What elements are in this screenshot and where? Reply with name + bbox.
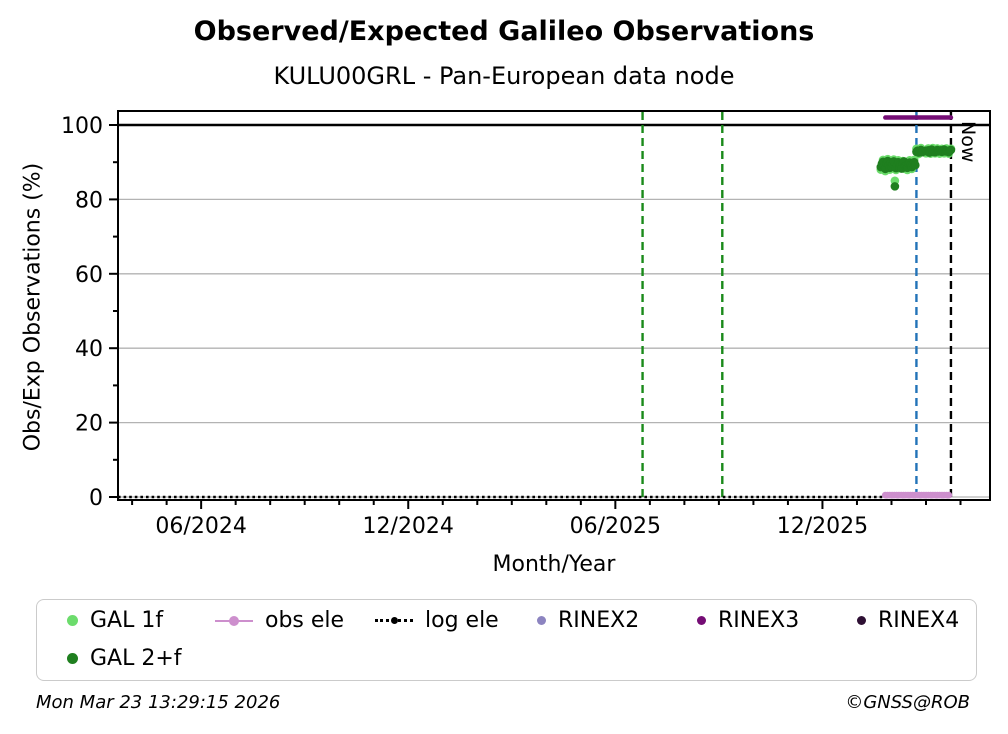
gal-2-f-marker-icon — [67, 652, 78, 664]
legend-item-gal-2-f: GAL 2+f — [67, 642, 182, 674]
chart-plot-area: Now 06/2024 12/2024 06/2025 12/2025 0 20 40 60 80… — [61, 110, 991, 539]
legend-label: RINEX3 — [718, 607, 800, 633]
log-ele-marker-icon — [375, 615, 413, 626]
legend-label: RINEX4 — [878, 607, 960, 633]
axes-frame — [117, 110, 991, 501]
legend-item-obs-ele: obs ele — [215, 604, 344, 636]
y-tick-label: 0 — [89, 486, 103, 511]
obs-ele-marker-icon — [215, 615, 253, 626]
legend: GAL 1f obs ele log ele RINEX2 RINEX3 RINEX4 GA… — [36, 599, 977, 681]
legend-item-rinex2: RINEX2 — [537, 604, 639, 636]
obs-ele-point — [945, 491, 953, 499]
y-tick-label: 60 — [75, 263, 103, 288]
legend-item-gal-1f: GAL 1f — [67, 604, 163, 636]
x-tick-label: 06/2025 — [570, 514, 661, 539]
legend-label: obs ele — [265, 607, 345, 633]
x-tick-label: 12/2025 — [777, 514, 868, 539]
chart-title: Observed/Expected Galileo Observations — [193, 16, 815, 47]
y-tick-label: 80 — [75, 188, 103, 213]
x-tick-label: 12/2024 — [363, 514, 454, 539]
legend-label: GAL 1f — [90, 607, 164, 633]
now-label: Now — [957, 121, 979, 162]
x-axis-label: Month/Year — [492, 552, 616, 577]
legend-label: RINEX2 — [558, 607, 640, 633]
y-tick-label: 100 — [61, 114, 103, 139]
x-tick-label: 06/2024 — [155, 514, 246, 539]
rinex2-marker-icon — [537, 615, 546, 625]
copyright-text: ©GNSS@ROB — [845, 692, 970, 713]
legend-item-rinex3: RINEX3 — [697, 604, 799, 636]
y-tick-label: 40 — [75, 337, 103, 362]
legend-label: log ele — [425, 607, 499, 633]
rinex4-marker-icon — [857, 615, 866, 625]
data-point-gal-2-f — [910, 160, 920, 170]
gal-1f-marker-icon — [67, 614, 78, 626]
legend-item-log-ele: log ele — [375, 604, 499, 636]
legend-label: GAL 2+f — [90, 645, 182, 671]
data-point-gal-2-f — [890, 182, 900, 191]
data-point-gal-2-f — [946, 145, 956, 155]
y-tick-label: 20 — [75, 412, 103, 437]
legend-item-rinex4: RINEX4 — [857, 604, 959, 636]
rinex3-marker-icon — [697, 615, 706, 625]
chart-subtitle: KULU00GRL - Pan-European data node — [273, 62, 735, 90]
timestamp-text: Mon Mar 23 13:29:15 2026 — [36, 692, 281, 713]
